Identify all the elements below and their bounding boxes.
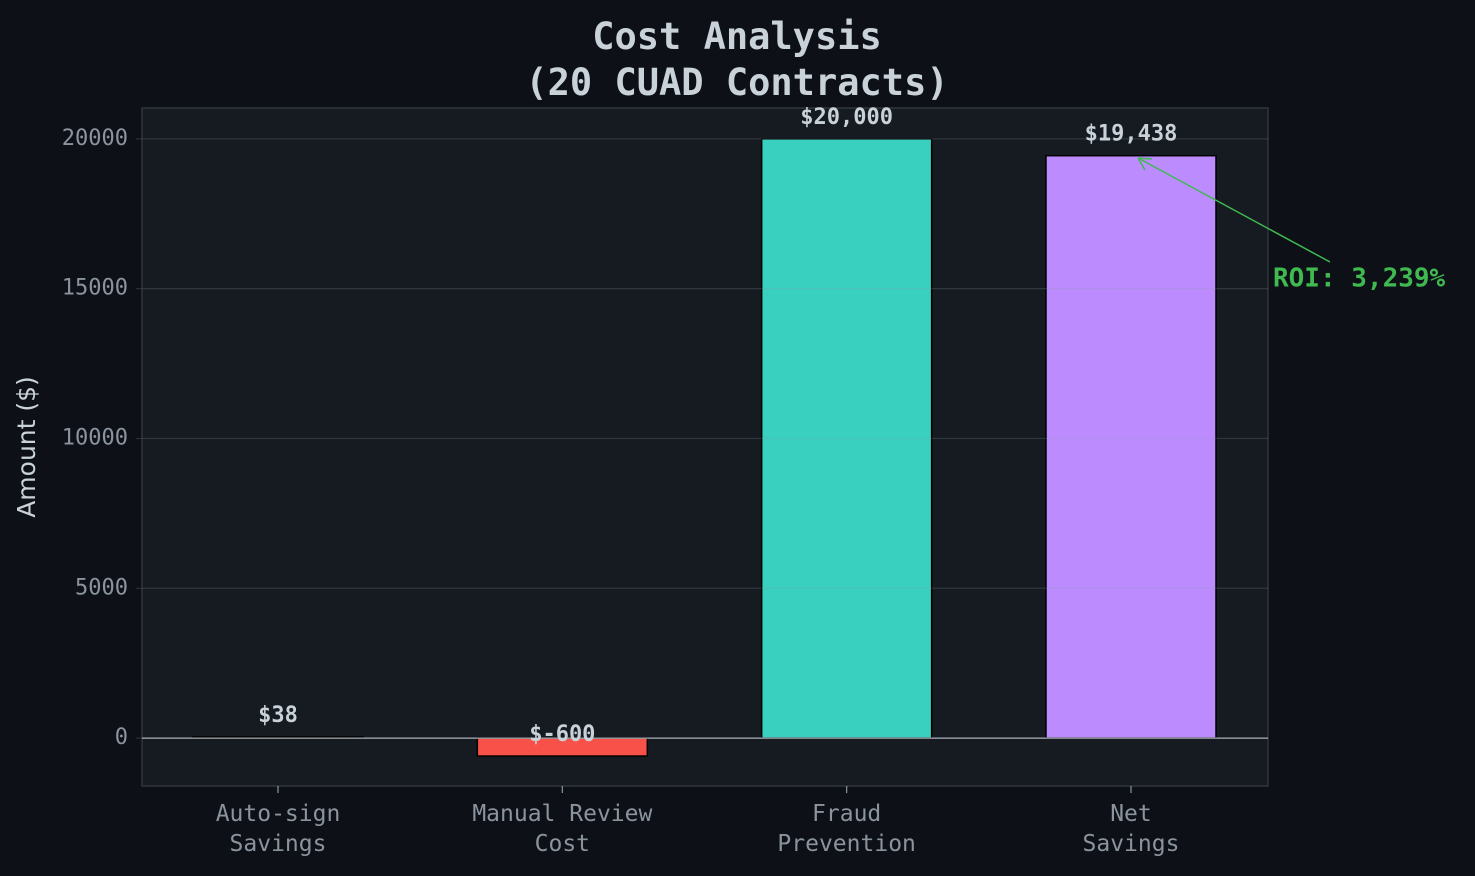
bar xyxy=(1045,154,1217,739)
value-label: $38 xyxy=(258,703,298,728)
annotation-arrow xyxy=(1137,157,1331,263)
grid: 0 5000 10000 15000 20000 xyxy=(62,126,1132,793)
y-tick-label: 15000 xyxy=(62,276,128,301)
overlay: $38 $-600 $20,000 $19,438 xyxy=(142,105,1268,747)
x-tick-label: Fraud Prevention xyxy=(777,801,916,857)
bars xyxy=(192,138,1217,757)
chart-title: Cost Analysis (20 CUAD Contracts) xyxy=(525,15,949,104)
y-tick-label: 20000 xyxy=(62,126,128,151)
value-label: $19,438 xyxy=(1085,122,1178,147)
y-axis-label: Amount ($) xyxy=(12,376,41,518)
value-label: $-600 xyxy=(529,722,595,747)
y-tick-label: 5000 xyxy=(75,575,128,600)
bar xyxy=(760,138,933,739)
annotation-arrowhead xyxy=(1137,157,1153,171)
y-tick-label: 10000 xyxy=(62,425,128,450)
annotation: ROI: 3,239% xyxy=(1273,264,1446,294)
x-tick-label: Net Savings xyxy=(1082,801,1180,857)
value-label: $20,000 xyxy=(800,105,893,130)
x-tick-label: Auto-sign Savings xyxy=(215,801,341,857)
x-tick-label: Manual Review Cost xyxy=(472,801,653,857)
y-tick-label: 0 xyxy=(115,725,128,750)
